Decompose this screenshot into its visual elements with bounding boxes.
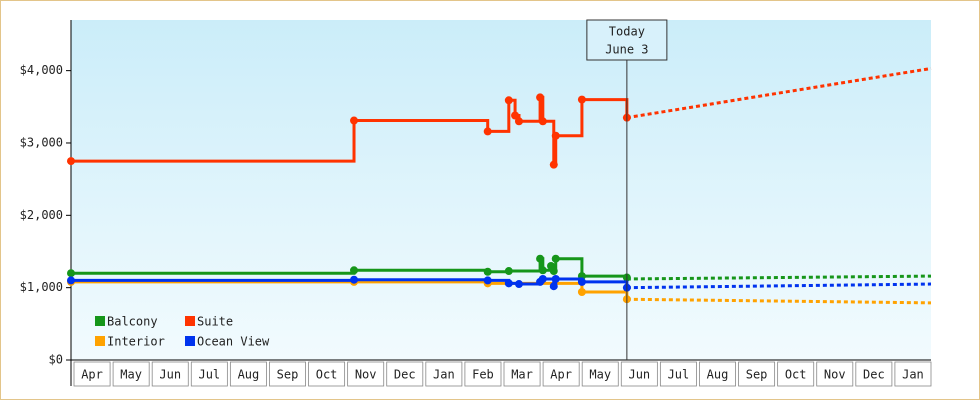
data-point	[514, 117, 523, 126]
legend-swatch	[95, 316, 105, 326]
data-point	[350, 116, 359, 125]
x-cell	[894, 361, 932, 387]
x-tick-label: Jan	[902, 368, 924, 382]
data-point	[577, 277, 586, 286]
x-tick-label: Jun	[159, 368, 181, 382]
x-cell	[699, 361, 736, 387]
legend-label: Interior	[107, 335, 165, 349]
x-tick-label: Nov	[355, 368, 377, 382]
x-tick-label: Mar	[511, 368, 533, 382]
data-point	[514, 280, 523, 289]
x-cell	[464, 361, 502, 387]
data-point	[549, 160, 558, 169]
x-tick-label: Apr	[81, 368, 103, 382]
legend-swatch	[185, 336, 195, 346]
today-label: Today	[609, 25, 645, 39]
x-cell	[73, 361, 111, 387]
data-point	[549, 267, 558, 276]
forecast-line	[626, 282, 932, 290]
forecast-line	[626, 274, 932, 281]
x-tick-label: Dec	[394, 368, 416, 382]
data-point	[67, 157, 75, 166]
data-point	[538, 266, 547, 275]
legend-label: Suite	[197, 315, 233, 329]
data-point	[551, 274, 560, 283]
data-point	[551, 131, 560, 140]
data-point	[350, 266, 359, 275]
data-point	[536, 254, 545, 263]
x-tick-label: Apr	[550, 368, 572, 382]
x-tick-label: Dec	[863, 368, 885, 382]
data-point	[577, 288, 586, 296]
x-cell	[308, 361, 346, 387]
x-cell	[777, 361, 815, 387]
data-point	[483, 276, 492, 285]
data-point	[538, 274, 547, 283]
legend-label: Ocean View	[197, 335, 270, 349]
today-label: June 3	[605, 43, 648, 57]
x-tick-label: Sep	[277, 368, 299, 382]
x-cell	[269, 361, 306, 387]
x-tick-label: Jul	[198, 368, 220, 382]
x-cell	[229, 361, 267, 387]
x-cell	[347, 361, 385, 387]
x-cell	[620, 361, 658, 387]
plot-area	[71, 20, 931, 360]
data-point	[67, 276, 75, 285]
data-point	[350, 275, 359, 284]
forecast-line	[626, 297, 932, 305]
y-tick-label: $2,000	[20, 208, 63, 222]
data-point	[504, 267, 513, 276]
x-tick-label: Jul	[668, 368, 690, 382]
x-cell	[151, 361, 189, 387]
x-tick-label: May	[120, 368, 142, 382]
legend-swatch	[95, 336, 105, 346]
x-cell	[190, 361, 228, 387]
x-cell	[503, 361, 541, 387]
x-cell	[542, 361, 580, 387]
x-cell	[425, 361, 463, 387]
data-point	[483, 267, 492, 276]
legend-label: Balcony	[107, 315, 158, 329]
data-point	[538, 117, 547, 126]
y-tick-label: $3,000	[20, 135, 63, 149]
x-cell	[112, 361, 150, 387]
data-point	[504, 96, 513, 105]
x-tick-label: Feb	[472, 368, 494, 382]
today-box	[586, 19, 668, 61]
x-tick-label: Oct	[316, 368, 338, 382]
x-tick-label: Oct	[785, 368, 807, 382]
x-tick-label: Jan	[433, 368, 455, 382]
data-point	[551, 254, 560, 263]
data-point	[67, 269, 75, 278]
y-tick-label: $0	[49, 353, 63, 367]
forecast-line	[626, 66, 932, 120]
x-cell	[738, 361, 776, 387]
x-tick-label: Sep	[746, 368, 768, 382]
legend-swatch	[185, 316, 195, 326]
x-cell	[659, 361, 697, 387]
x-cell	[855, 361, 893, 387]
x-cell	[386, 361, 424, 387]
x-tick-label: Aug	[707, 368, 729, 382]
data-point	[504, 279, 513, 288]
y-tick-label: $1,000	[20, 280, 63, 294]
data-point	[536, 93, 545, 102]
data-point	[511, 111, 520, 120]
data-point	[577, 95, 586, 104]
data-point	[549, 282, 558, 291]
x-tick-label: Jun	[628, 368, 650, 382]
y-tick-label: $4,000	[20, 63, 63, 77]
data-point	[483, 127, 492, 136]
x-tick-label: Nov	[824, 368, 846, 382]
x-cell	[581, 361, 619, 387]
x-cell	[816, 361, 854, 387]
x-tick-label: May	[589, 368, 611, 382]
x-tick-label: Aug	[238, 368, 260, 382]
